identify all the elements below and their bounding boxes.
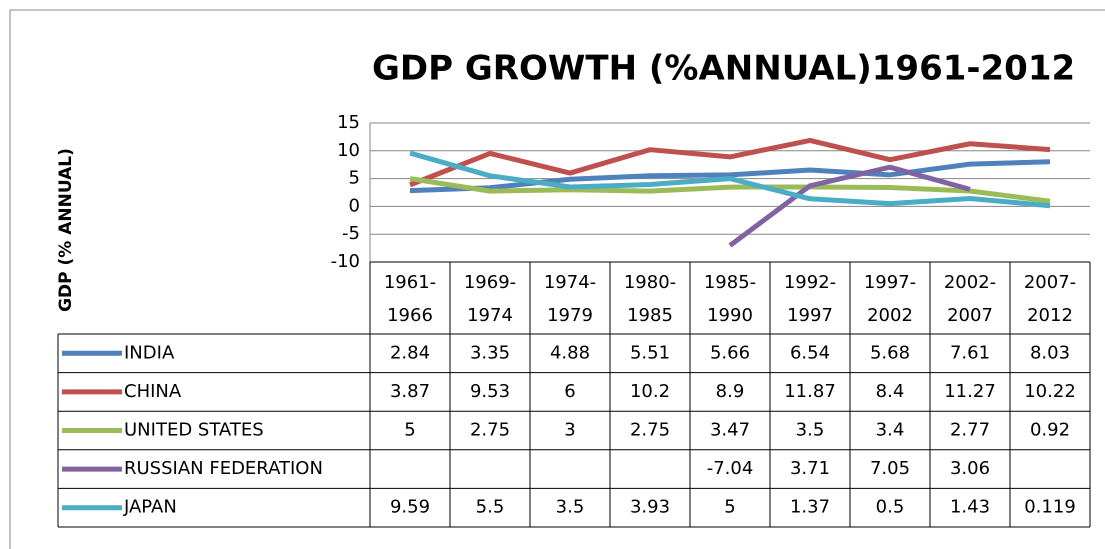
y-tick-label: 5 [349, 168, 360, 189]
y-tick-label: -10 [331, 251, 360, 272]
table-value: 1.43 [950, 497, 990, 518]
table-value: 3.35 [470, 342, 510, 363]
table-value: 2.75 [630, 420, 670, 441]
series-line [409, 150, 1051, 209]
table-value: 5 [724, 497, 735, 518]
y-tick-label: 0 [349, 195, 360, 216]
x-tick-label: 1980-1985 [623, 272, 677, 326]
table-value: 0.5 [876, 497, 905, 518]
table-value: 9.59 [390, 497, 430, 518]
x-tick-label: 1992-1997 [783, 272, 837, 326]
table-value: 3.5 [796, 420, 825, 441]
table-value: 0.119 [1024, 497, 1076, 518]
series-line [728, 164, 971, 248]
table-value: 3.93 [630, 497, 670, 518]
table-value: -7.04 [707, 458, 754, 479]
table-value: 3.5 [556, 497, 585, 518]
table-value: 3.47 [710, 420, 750, 441]
table-value: 9.53 [470, 381, 510, 402]
table-value: 3 [564, 420, 575, 441]
table-value: 6 [564, 381, 575, 402]
x-tick-label: 2002-2007 [943, 272, 997, 326]
y-tick-label: 15 [337, 112, 360, 133]
series-line [409, 137, 1051, 188]
table-value: 3.4 [876, 420, 905, 441]
table-value: 6.54 [790, 342, 830, 363]
y-tick-label: -5 [342, 223, 360, 244]
table-value: 5.66 [710, 342, 750, 363]
legend-label: UNITED STATES [124, 420, 264, 441]
legend-label: JAPAN [123, 497, 177, 518]
legend-label: INDIA [124, 342, 175, 363]
table-value: 3.87 [390, 381, 430, 402]
x-tick-label: 1997-2002 [863, 272, 917, 326]
x-tick-label: 1974-1979 [543, 272, 597, 326]
table-value: 0.92 [1030, 420, 1070, 441]
table-value: 5.68 [870, 342, 910, 363]
legend-label: CHINA [124, 381, 182, 402]
table-value: 8.4 [876, 381, 905, 402]
series-line [409, 159, 1051, 194]
chart-border [9, 9, 1105, 549]
table-value: 2.75 [470, 420, 510, 441]
table-value: 3.71 [790, 458, 830, 479]
table-value: 1.37 [790, 497, 830, 518]
y-axis-label: GDP (% ANNUAL) [56, 148, 76, 312]
table-value: 7.05 [870, 458, 910, 479]
x-tick-label: 2007-2012 [1023, 272, 1077, 326]
x-tick-label: 1985-1990 [703, 272, 757, 326]
table-value: 11.87 [784, 381, 836, 402]
x-tick-label: 1961-1966 [383, 272, 437, 326]
table-value: 2.77 [950, 420, 990, 441]
table-value: 4.88 [550, 342, 590, 363]
series-line [409, 176, 1051, 204]
table-value: 8.03 [1030, 342, 1070, 363]
table-value: 3.06 [950, 458, 990, 479]
chart-title: GDP GROWTH (%ANNUAL)1961-2012 [372, 49, 1075, 89]
table-value: 2.84 [390, 342, 430, 363]
table-value: 10.22 [1024, 381, 1076, 402]
table-value: 5 [404, 420, 415, 441]
y-tick-label: 10 [337, 140, 360, 161]
table-value: 10.2 [630, 381, 670, 402]
x-tick-label: 1969-1974 [463, 272, 517, 326]
table-value: 11.27 [944, 381, 996, 402]
table-value: 7.61 [950, 342, 990, 363]
table-value: 5.5 [476, 497, 505, 518]
legend-label: RUSSIAN FEDERATION [124, 458, 323, 479]
table-value: 8.9 [716, 381, 745, 402]
table-value: 5.51 [630, 342, 670, 363]
